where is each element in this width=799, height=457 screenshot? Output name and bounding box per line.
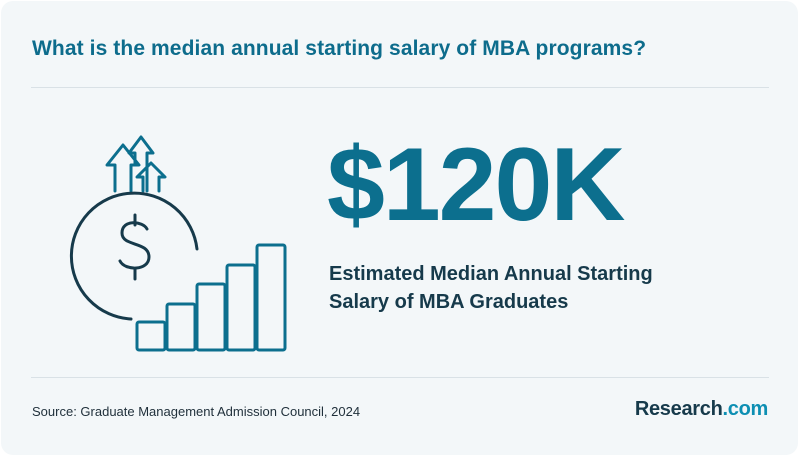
- question-heading: What is the median annual starting salar…: [32, 37, 647, 60]
- salary-growth-illustration: [69, 135, 287, 352]
- brand-suffix: .com: [722, 398, 769, 420]
- stat-caption-line-1: Estimated Median Annual Starting: [329, 263, 653, 285]
- bottom-divider: [31, 377, 769, 378]
- rising-bars-icon: [135, 243, 287, 352]
- source-citation: Source: Graduate Management Admission Co…: [32, 404, 361, 419]
- up-arrows-icon: [105, 135, 167, 193]
- brand-name: Research: [634, 398, 723, 420]
- stat-caption: Estimated Median Annual Starting Salary …: [329, 260, 749, 316]
- top-divider: [31, 87, 769, 88]
- dollar-coin-icon: [69, 191, 199, 321]
- stat-caption-line-2: Salary of MBA Graduates: [329, 291, 569, 313]
- median-salary-value: $120K: [327, 127, 625, 243]
- brand-logo[interactable]: Research.com: [635, 398, 768, 421]
